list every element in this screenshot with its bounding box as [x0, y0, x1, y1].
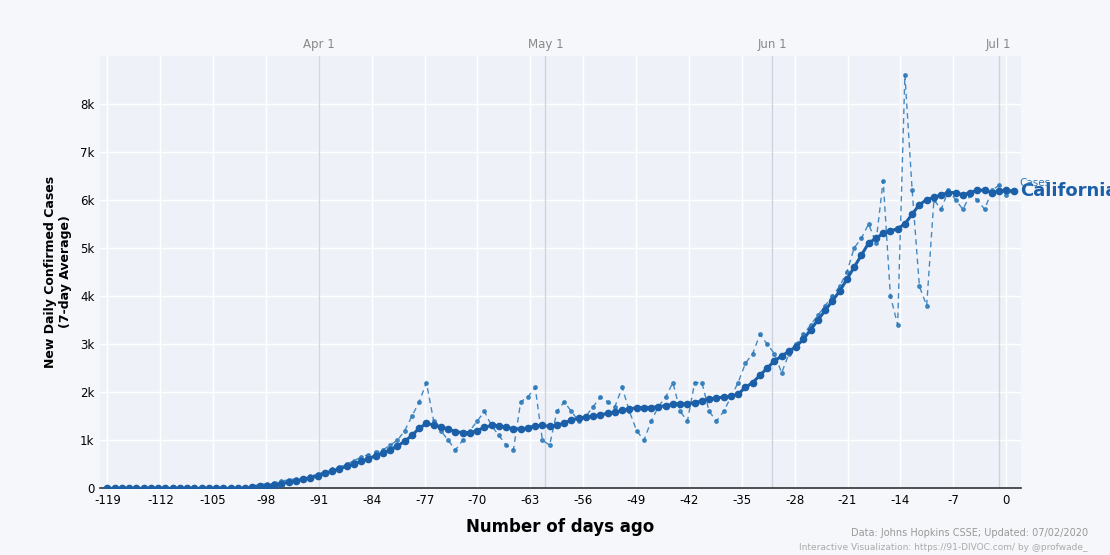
Text: Jun 1: Jun 1 — [757, 38, 787, 51]
Text: California: California — [1020, 182, 1110, 200]
Text: Cases: Cases — [1020, 178, 1051, 188]
X-axis label: Number of days ago: Number of days ago — [466, 518, 655, 536]
Text: Jul 1: Jul 1 — [986, 38, 1011, 51]
Y-axis label: New Daily Confirmed Cases
(7-day Average): New Daily Confirmed Cases (7-day Average… — [43, 176, 72, 368]
Text: Interactive Visualization: https://91-DIVOC.com/ by @profwade_: Interactive Visualization: https://91-DI… — [799, 543, 1088, 552]
Text: Apr 1: Apr 1 — [303, 38, 335, 51]
Text: May 1: May 1 — [527, 38, 563, 51]
Text: Data: Johns Hopkins CSSE; Updated: 07/02/2020: Data: Johns Hopkins CSSE; Updated: 07/02… — [850, 528, 1088, 538]
